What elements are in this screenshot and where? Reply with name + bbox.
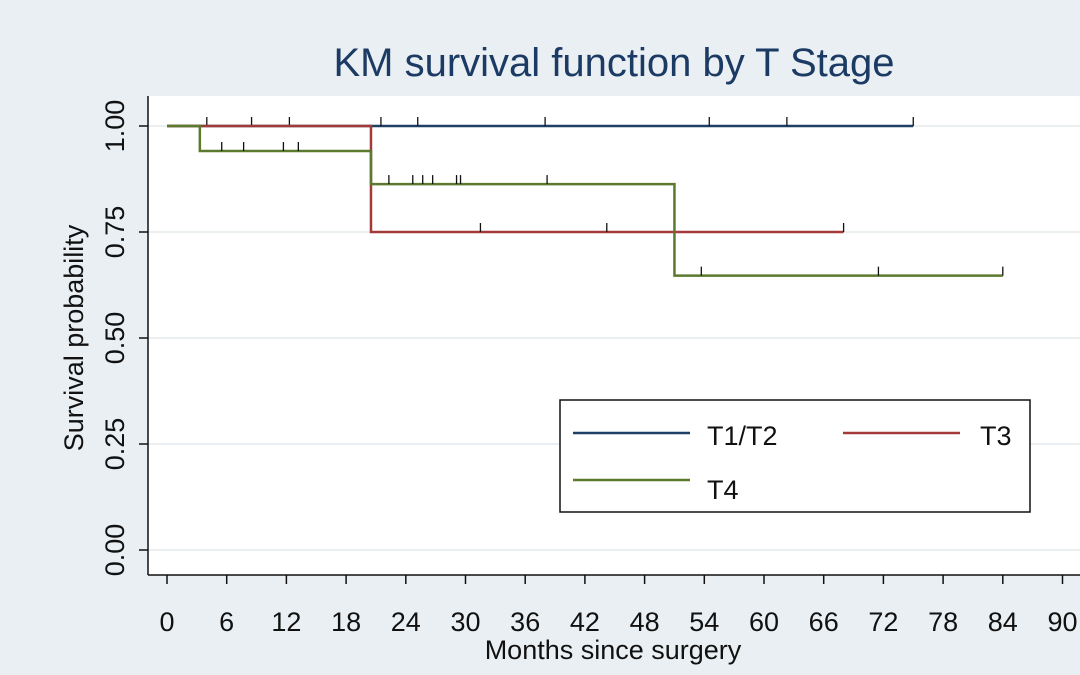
x-tick-label: 60 [749,607,779,637]
x-tick-label: 36 [510,607,540,637]
legend-label: T3 [980,421,1012,451]
x-tick-label: 66 [809,607,839,637]
x-tick-label: 18 [331,607,361,637]
axes: 0 6 12 18 24 30 36 42 48 54 60 66 72 78 84 90 0.00 0.25 0.… [100,96,1080,637]
x-tick-label: 24 [391,607,421,637]
x-tick-label: 42 [570,607,600,637]
x-tick-label: 78 [928,607,958,637]
x-axis-label: Months since surgery [485,635,742,665]
y-tick-label: 0.25 [100,418,130,471]
x-tick-label: 30 [450,607,480,637]
x-tick-label: 6 [219,607,234,637]
y-tick-label: 0.00 [100,524,130,577]
x-tick-label: 0 [159,607,174,637]
legend-label: T1/T2 [707,421,778,451]
x-tick-label: 84 [988,607,1018,637]
legend-box [559,399,1031,513]
legend: T1/T2 T3 T4 [559,399,1031,513]
legend-label: T4 [707,475,739,505]
y-tick-label: 0.50 [100,312,130,365]
x-tick-label: 12 [271,607,301,637]
x-tick-label: 90 [1047,607,1077,637]
x-tick-label: 54 [689,607,719,637]
survival-curves [167,117,1004,277]
x-tick-label: 72 [868,607,898,637]
y-tick-label: 0.75 [100,206,130,259]
chart-title: KM survival function by T Stage [333,41,894,85]
survival-line [167,124,1003,277]
y-axis-label: Survival probability [59,224,89,451]
y-tick-label: 1.00 [100,100,130,153]
x-tick-label: 48 [630,607,660,637]
